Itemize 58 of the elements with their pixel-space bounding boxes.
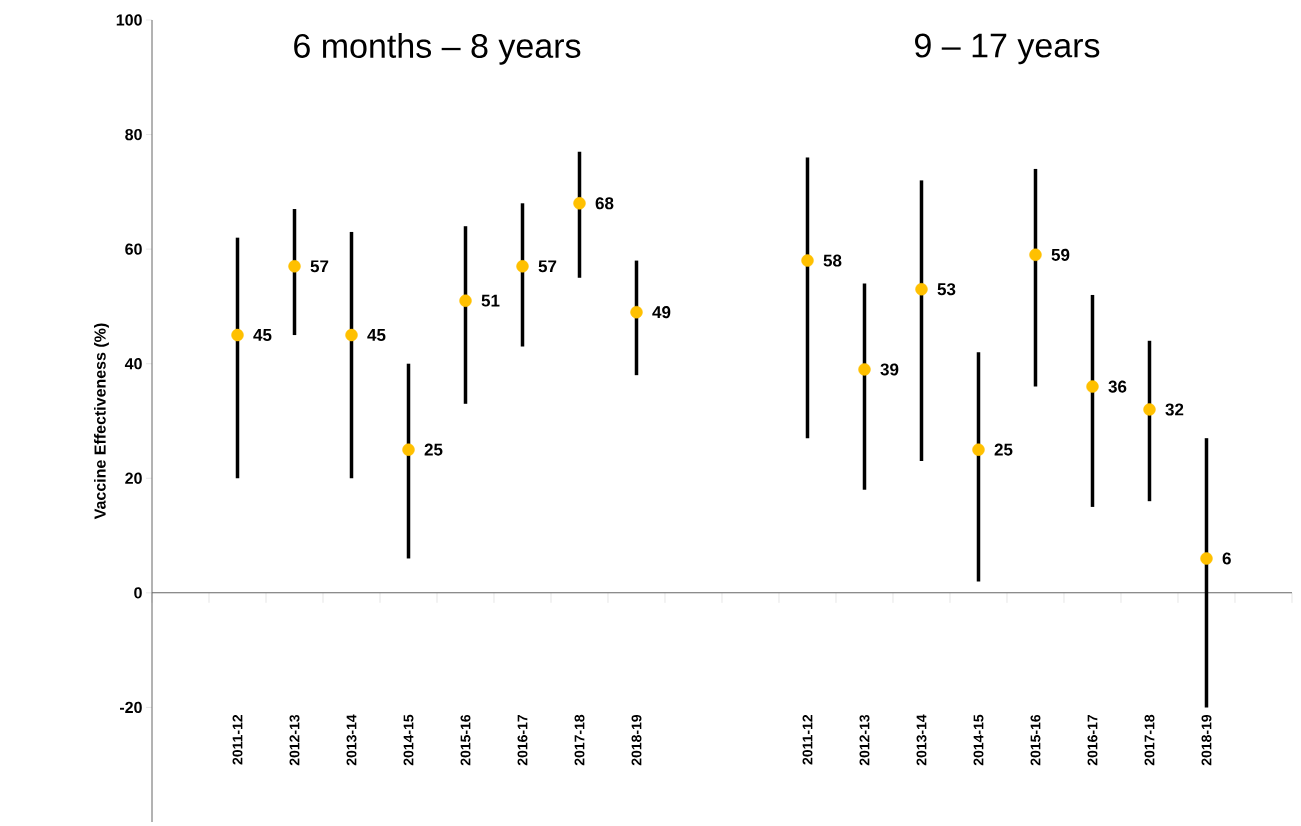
x-tick-label: 2018-19 bbox=[1201, 714, 1212, 766]
point bbox=[459, 294, 472, 307]
x-tick-label: 2014-15 bbox=[973, 714, 984, 766]
data-label: 36 bbox=[1108, 380, 1127, 393]
x-tick-label: 2017-18 bbox=[574, 714, 585, 766]
point bbox=[231, 328, 244, 342]
x-tick-label: 2018-19 bbox=[631, 714, 642, 766]
data-label: 51 bbox=[481, 294, 500, 307]
data-label: 49 bbox=[652, 306, 671, 319]
point bbox=[1143, 403, 1156, 416]
point bbox=[1086, 380, 1099, 393]
point bbox=[345, 328, 358, 342]
x-tick-label: 2011-12 bbox=[802, 714, 813, 765]
point bbox=[801, 254, 814, 267]
data-label: 6 bbox=[1222, 552, 1231, 565]
point bbox=[402, 443, 415, 456]
data-label: 53 bbox=[937, 283, 956, 296]
data-label: 45 bbox=[367, 329, 386, 341]
data-label: 57 bbox=[538, 260, 557, 273]
data-label: 25 bbox=[424, 443, 443, 456]
data-label: 32 bbox=[1165, 403, 1184, 416]
point bbox=[516, 260, 529, 273]
x-tick-label: 2014-15 bbox=[403, 714, 414, 766]
x-tick-label: 2017-18 bbox=[1144, 714, 1155, 766]
x-tick-label: 2012-13 bbox=[289, 714, 300, 766]
y-axis-title: Vaccine Effectiveness (%) bbox=[94, 323, 109, 520]
data-label: 25 bbox=[994, 443, 1013, 456]
x-tick-label: 2016-17 bbox=[517, 715, 528, 766]
x-tick-label: 2015-16 bbox=[460, 714, 471, 766]
point bbox=[1029, 248, 1042, 262]
y-tick-label: 60 bbox=[125, 243, 142, 255]
data-label: 45 bbox=[253, 329, 272, 341]
y-tick-label: 80 bbox=[125, 128, 142, 141]
x-tick-label: 2015-16 bbox=[1030, 714, 1041, 766]
y-tick-label: 40 bbox=[124, 358, 142, 370]
point bbox=[630, 305, 643, 319]
data-label: 68 bbox=[595, 197, 614, 210]
data-label: 58 bbox=[823, 254, 842, 267]
point bbox=[573, 197, 586, 210]
x-tick-label: 2012-13 bbox=[859, 714, 870, 766]
annotation: 6 months – 8 years bbox=[294, 33, 581, 65]
data-label: 59 bbox=[1051, 248, 1070, 261]
y-tick-label: -20 bbox=[119, 701, 142, 714]
data-label: 57 bbox=[310, 260, 329, 273]
x-tick-label: 2016-17 bbox=[1087, 715, 1098, 766]
point bbox=[915, 283, 928, 296]
y-tick-label: 20 bbox=[125, 472, 142, 484]
point bbox=[858, 363, 871, 376]
y-tick-label: 0 bbox=[134, 587, 142, 599]
point bbox=[288, 260, 301, 273]
point bbox=[1200, 552, 1213, 565]
x-tick-label: 2011-12 bbox=[232, 714, 243, 765]
x-tick-label: 2013-14 bbox=[916, 714, 927, 766]
data-label: 39 bbox=[880, 363, 899, 376]
annotation: 9 – 17 years bbox=[915, 33, 1100, 65]
y-tick-label: 100 bbox=[116, 14, 142, 26]
point bbox=[972, 443, 985, 456]
x-tick-label: 2013-14 bbox=[346, 714, 357, 766]
